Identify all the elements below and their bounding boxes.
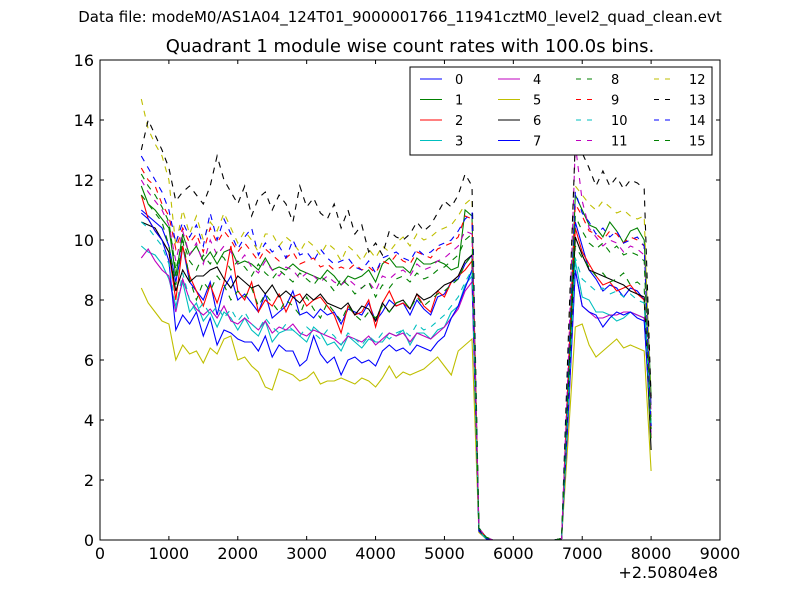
x-axis-offset-label: +2.50804e8	[618, 563, 718, 582]
x-axis: 0 1000 2000 3000 4000 5000 6000 7000 8000 9000	[95, 60, 740, 563]
x-tick-label: 4000	[355, 544, 396, 563]
legend-label: 2	[455, 114, 463, 129]
x-tick-label: 5000	[424, 544, 465, 563]
legend-label: 13	[689, 94, 706, 109]
y-tick-label: 2	[84, 471, 94, 490]
y-tick-label: 10	[74, 231, 94, 250]
series-line-5	[140, 287, 652, 541]
series-line-7	[140, 212, 652, 541]
y-tick-label: 14	[74, 111, 94, 130]
legend-label: 4	[533, 73, 541, 88]
legend-label: 7	[533, 135, 541, 150]
figure-suptitle: Data file: modeM0/AS1A04_124T01_90000017…	[78, 8, 722, 26]
legend-label: 15	[689, 135, 706, 150]
series-group	[140, 98, 652, 541]
y-tick-label: 16	[74, 51, 94, 70]
legend-label: 5	[533, 94, 541, 109]
y-tick-label: 0	[84, 531, 94, 550]
legend-label: 9	[611, 94, 619, 109]
legend-frame	[409, 66, 713, 156]
y-tick-label: 12	[74, 171, 94, 190]
y-tick-label: 6	[84, 351, 94, 370]
x-tick-label: 8000	[631, 544, 672, 563]
legend-label: 10	[611, 114, 628, 129]
x-tick-label: 6000	[493, 544, 534, 563]
series-line-9	[140, 167, 652, 541]
x-tick-label: 7000	[562, 544, 603, 563]
legend-label: 8	[611, 73, 619, 88]
legend-label: 1	[455, 94, 463, 109]
x-tick-label: 0	[95, 544, 105, 563]
legend-label: 11	[611, 135, 628, 150]
legend-label: 6	[533, 114, 541, 129]
series-line-15	[140, 173, 652, 541]
x-tick-label: 1000	[149, 544, 190, 563]
series-line-12	[140, 98, 652, 541]
series-line-11	[140, 143, 652, 541]
legend-label: 14	[689, 114, 706, 129]
y-tick-label: 4	[84, 411, 94, 430]
x-tick-label: 9000	[700, 544, 741, 563]
legend-label: 0	[455, 73, 463, 88]
legend-label: 12	[689, 73, 706, 88]
series-line-10	[140, 221, 652, 541]
legend-label: 3	[455, 135, 463, 150]
series-line-13	[140, 118, 652, 541]
y-tick-label: 8	[84, 291, 94, 310]
x-tick-label: 3000	[286, 544, 327, 563]
series-line-8	[140, 194, 652, 541]
chart-title: Quadrant 1 module wise count rates with …	[165, 36, 655, 57]
x-tick-label: 2000	[217, 544, 258, 563]
